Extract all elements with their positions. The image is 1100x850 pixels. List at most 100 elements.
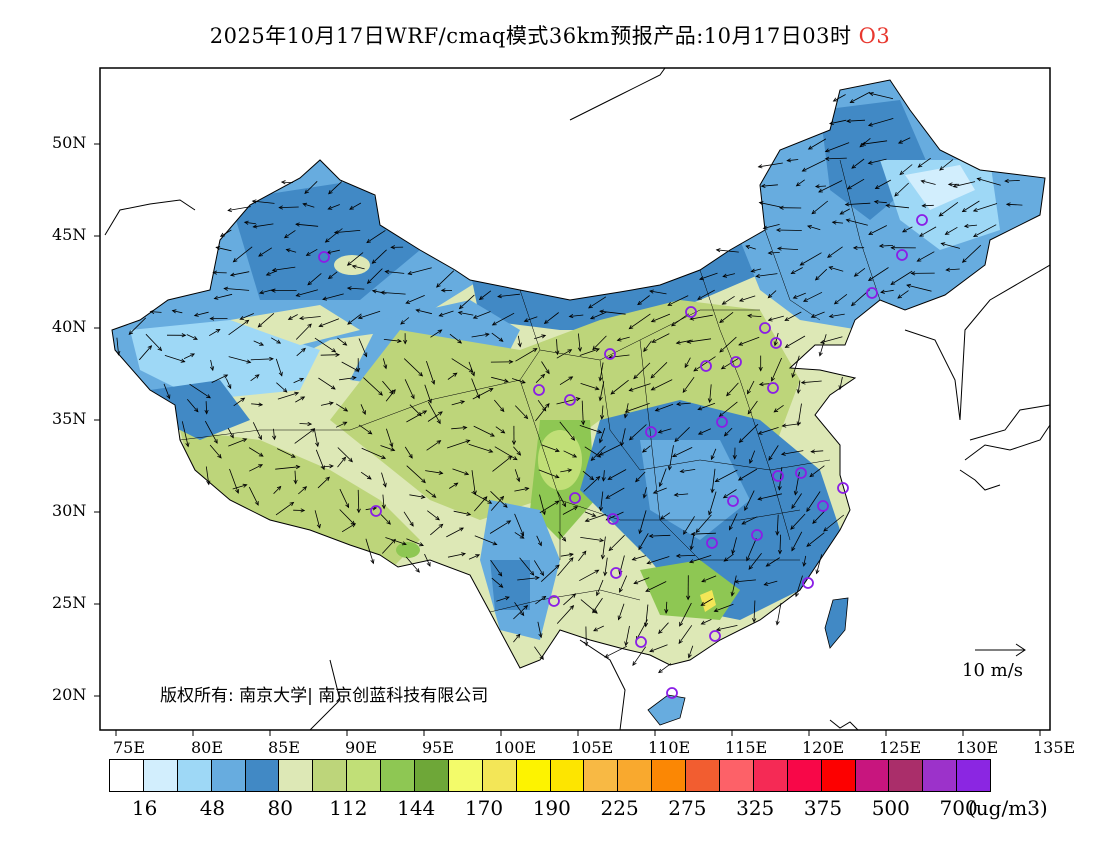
wind-vector-head: [291, 453, 296, 458]
wind-vector: [163, 383, 170, 399]
wind-vector: [358, 338, 367, 357]
wind-vector-head: [316, 523, 321, 529]
wind-vector: [744, 490, 755, 511]
wind-vector-head: [346, 261, 352, 266]
wind-vector: [537, 621, 542, 638]
wind-vector: [250, 358, 274, 361]
wind-vector-head: [713, 608, 719, 613]
wind-vector: [658, 622, 669, 634]
wind-vector: [690, 314, 713, 320]
wind-vector-head: [744, 506, 749, 512]
wind-vector: [829, 266, 844, 272]
wind-vector: [746, 538, 757, 561]
wind-vector: [590, 311, 607, 320]
wind-vector-head: [325, 476, 330, 482]
wind-vector: [583, 476, 600, 492]
wind-vector-head: [422, 410, 428, 415]
province-borders: [179, 159, 881, 613]
wind-vector: [513, 446, 521, 456]
wind-vector: [894, 182, 909, 197]
station-marker: [318, 251, 330, 263]
wind-vector: [919, 226, 937, 237]
wind-vector-head: [719, 348, 724, 353]
wind-vector: [921, 180, 936, 185]
wind-vector-head: [1004, 178, 1009, 183]
station-marker: [751, 529, 763, 541]
wind-vector-head: [322, 296, 327, 301]
wind-vector: [629, 383, 651, 391]
wind-vector-head: [758, 382, 764, 387]
wind-vector: [361, 447, 386, 459]
wind-vector: [228, 356, 251, 363]
wind-vector-head: [604, 653, 610, 658]
wind-vector: [601, 405, 604, 419]
wind-vector-head: [181, 333, 187, 338]
wind-vector: [771, 357, 782, 382]
station-marker: [685, 306, 697, 318]
wind-vector: [749, 450, 756, 464]
wind-vector-head: [659, 515, 665, 520]
wind-vector-head: [697, 430, 703, 435]
wind-vector-head: [767, 293, 773, 299]
colorbar-swatch: [583, 759, 619, 792]
wind-vector-head: [294, 391, 300, 396]
wind-vector: [339, 377, 356, 381]
wind-vector-head: [537, 541, 542, 547]
colorbar-swatch: [346, 759, 382, 792]
wind-vector-head: [917, 163, 923, 168]
wind-vector-head: [382, 482, 387, 488]
wind-vector: [687, 338, 712, 343]
wind-vector-head: [341, 456, 347, 462]
wind-vector: [181, 421, 189, 447]
wind-vector-head: [867, 122, 873, 127]
wind-vector-head: [747, 313, 752, 318]
colorbar-swatch: [380, 759, 416, 792]
wind-vector-head: [397, 338, 402, 343]
wind-vector: [766, 557, 781, 567]
wind-vector: [341, 523, 356, 533]
wind-vector: [809, 465, 825, 477]
wind-vector-head: [649, 289, 654, 294]
wind-vector: [588, 296, 607, 309]
wind-vector-head: [330, 385, 336, 390]
wind-vector-head: [597, 429, 603, 434]
wind-vector-head: [438, 470, 444, 475]
wind-vector: [253, 340, 264, 346]
wind-vector: [723, 553, 734, 562]
wind-vector-head: [838, 385, 843, 391]
wind-vector: [322, 293, 344, 300]
wind-vector-head: [616, 337, 622, 342]
station-marker: [795, 467, 807, 479]
wind-vector-head: [710, 455, 715, 461]
wind-vector: [517, 335, 521, 347]
wind-vector-head: [363, 352, 368, 358]
wind-vector-head: [796, 389, 801, 394]
wind-vector-head: [649, 648, 655, 653]
wind-vector-head: [775, 227, 781, 233]
wind-vector-head: [715, 248, 721, 253]
wind-vector: [295, 223, 319, 227]
wind-vector: [739, 295, 756, 302]
wind-vector: [584, 446, 601, 458]
wind-vector: [659, 468, 667, 487]
wind-vector: [697, 289, 715, 300]
wind-vector: [446, 527, 464, 538]
wind-vector-head: [470, 371, 475, 377]
wind-vector: [635, 619, 648, 641]
wind-vector: [459, 294, 475, 309]
wind-vector-head: [976, 177, 982, 182]
wind-vector: [939, 201, 959, 217]
wind-vector-head: [722, 494, 728, 499]
wind-vector-head: [638, 529, 643, 535]
wind-vector-head: [459, 527, 464, 532]
wind-vector-head: [601, 476, 606, 482]
wind-vector-head: [378, 391, 383, 396]
wind-vector-head: [229, 272, 235, 277]
wind-vector: [337, 457, 346, 468]
wind-vector: [827, 246, 843, 258]
wind-vector: [205, 401, 208, 414]
wind-vector: [272, 266, 296, 271]
wind-vector-head: [252, 224, 258, 229]
wind-vector-head: [800, 380, 806, 385]
wind-vector-head: [710, 488, 715, 494]
